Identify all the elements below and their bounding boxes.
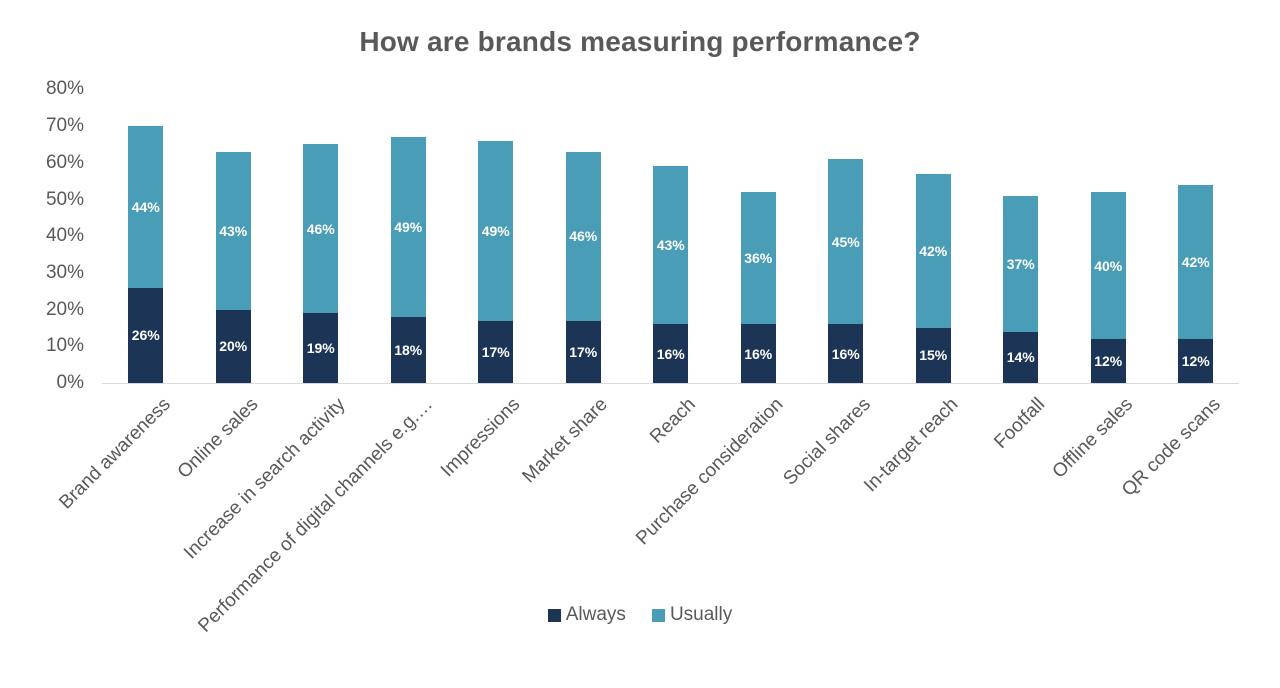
bar-value-label: 36% bbox=[744, 250, 773, 267]
bar-value-label: 19% bbox=[306, 340, 335, 357]
y-axis-tick-label: 40% bbox=[45, 225, 84, 247]
bar-segment-usually: 43% bbox=[215, 151, 251, 310]
bar-value-label: 18% bbox=[394, 341, 423, 358]
x-axis-category-label: Reach bbox=[645, 394, 700, 448]
bar-segment-always: 17% bbox=[478, 320, 514, 383]
bar-value-label: 37% bbox=[1006, 255, 1035, 272]
bar-value-label: 46% bbox=[306, 220, 335, 237]
y-axis-tick-label: 60% bbox=[45, 151, 84, 173]
x-axis-category-label: Increase in search activity bbox=[180, 394, 350, 564]
bar-segment-always: 14% bbox=[1003, 331, 1039, 383]
bar-segment-usually: 42% bbox=[1178, 184, 1214, 339]
y-axis-tick-label: 80% bbox=[45, 78, 84, 100]
bar-value-label: 17% bbox=[481, 343, 510, 360]
y-axis-tick-label: 70% bbox=[45, 115, 84, 137]
bar-value-label: 15% bbox=[919, 347, 948, 364]
bar-segment-always: 16% bbox=[740, 324, 776, 383]
bar-value-label: 44% bbox=[131, 198, 160, 215]
bar-segment-usually: 49% bbox=[390, 137, 426, 317]
bar-segment-usually: 45% bbox=[828, 159, 864, 325]
bar-segment-always: 19% bbox=[303, 313, 339, 383]
bar-value-label: 12% bbox=[1181, 352, 1210, 369]
x-axis-category-label: Online sales bbox=[173, 394, 263, 483]
legend: Always Usually bbox=[0, 604, 1280, 626]
bar-segment-usually: 42% bbox=[915, 173, 951, 328]
bar-segment-usually: 40% bbox=[1090, 192, 1126, 339]
x-axis-category-label: Brand awareness bbox=[55, 394, 175, 514]
x-axis-category-label: Offline sales bbox=[1048, 394, 1138, 483]
bar-value-label: 49% bbox=[481, 222, 510, 239]
bar-value-label: 45% bbox=[831, 233, 860, 250]
y-axis-tick-label: 20% bbox=[45, 298, 84, 320]
x-axis-category-label: Footfall bbox=[990, 394, 1050, 453]
y-axis-tick-label: 0% bbox=[56, 372, 84, 393]
x-axis-category-label: Social shares bbox=[779, 394, 875, 490]
bar-segment-usually: 43% bbox=[653, 166, 689, 325]
legend-swatch-usually bbox=[651, 608, 665, 622]
bar-value-label: 16% bbox=[831, 345, 860, 362]
bar-value-label: 20% bbox=[219, 338, 248, 355]
bar-segment-always: 16% bbox=[653, 324, 689, 383]
bar-value-label: 42% bbox=[919, 242, 948, 259]
bar-value-label: 49% bbox=[394, 219, 423, 236]
bar-segment-always: 16% bbox=[828, 324, 864, 383]
bar-segment-usually: 44% bbox=[128, 126, 164, 288]
bar-segment-always: 15% bbox=[915, 327, 951, 383]
bar-segment-always: 12% bbox=[1178, 338, 1214, 383]
bar-segment-usually: 37% bbox=[1003, 195, 1039, 332]
x-axis-category-label: Market share bbox=[518, 394, 613, 488]
bar-value-label: 12% bbox=[1094, 352, 1123, 369]
bar-value-label: 26% bbox=[131, 327, 160, 344]
bar-value-label: 43% bbox=[219, 222, 248, 239]
bar-value-label: 42% bbox=[1181, 253, 1210, 270]
legend-item-usually: Usually bbox=[651, 604, 733, 626]
chart-title: How are brands measuring performance? bbox=[359, 26, 921, 57]
y-axis-tick-label: 30% bbox=[45, 261, 84, 283]
legend-label-usually: Usually bbox=[669, 604, 733, 625]
bar-segment-usually: 49% bbox=[478, 140, 514, 321]
bar-segment-usually: 46% bbox=[303, 144, 339, 314]
bar-segment-always: 26% bbox=[128, 287, 164, 383]
x-axis-category-label: Purchase consideration bbox=[631, 394, 788, 550]
bar-value-label: 40% bbox=[1094, 257, 1123, 274]
bar-value-label: 17% bbox=[569, 343, 598, 360]
x-axis-line bbox=[102, 383, 1239, 384]
legend-swatch-always bbox=[547, 608, 561, 622]
bar-value-label: 14% bbox=[1006, 349, 1035, 366]
bar-segment-usually: 36% bbox=[740, 192, 776, 325]
bar-value-label: 43% bbox=[656, 237, 685, 254]
bar-segment-always: 12% bbox=[1090, 338, 1126, 383]
y-axis-tick-label: 10% bbox=[45, 335, 84, 357]
legend-label-always: Always bbox=[565, 604, 626, 625]
bar-segment-usually: 46% bbox=[565, 151, 601, 321]
y-axis-tick-label: 50% bbox=[45, 188, 84, 210]
bar-value-label: 46% bbox=[569, 228, 598, 245]
legend-item-always: Always bbox=[547, 604, 626, 626]
bar-value-label: 16% bbox=[656, 345, 685, 362]
bar-segment-always: 17% bbox=[565, 320, 601, 383]
x-axis-category-label: Impressions bbox=[437, 394, 525, 482]
bar-segment-always: 20% bbox=[215, 309, 251, 383]
bar-segment-always: 18% bbox=[390, 316, 426, 383]
bar-value-label: 16% bbox=[744, 345, 773, 362]
